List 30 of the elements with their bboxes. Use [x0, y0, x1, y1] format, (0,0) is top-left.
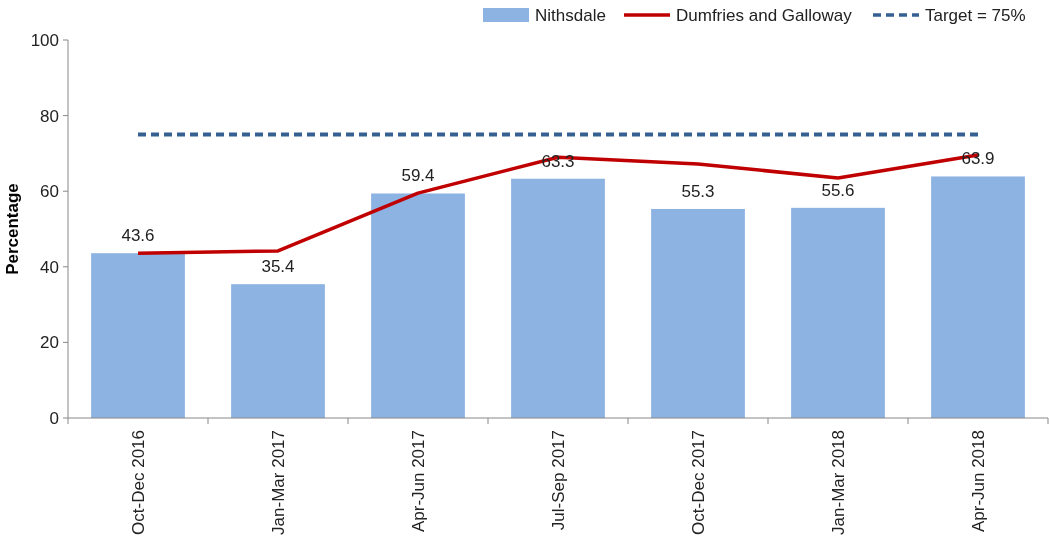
bar — [91, 253, 185, 418]
x-tick-label: Oct-Dec 2017 — [688, 430, 708, 535]
data-label: 35.4 — [261, 257, 295, 277]
bar — [931, 176, 1025, 418]
data-label: 43.6 — [121, 226, 155, 246]
y-tick-label: 0 — [49, 408, 59, 428]
x-tick-label: Apr-Jun 2018 — [968, 430, 988, 533]
data-label: 55.6 — [821, 180, 855, 200]
bar — [511, 178, 605, 418]
y-tick-label: 20 — [40, 333, 59, 353]
data-label: 63.9 — [961, 149, 995, 169]
bar — [651, 208, 745, 418]
y-tick-label: 60 — [40, 182, 59, 202]
y-tick-label: 100 — [30, 30, 59, 50]
legend-label: Nithsdale — [535, 5, 606, 25]
y-axis-title: Percentage — [3, 183, 22, 275]
x-tick-label: Jan-Mar 2017 — [268, 430, 288, 535]
data-label: 55.3 — [681, 181, 715, 201]
x-tick-label: Jul-Sep 2017 — [548, 430, 568, 531]
data-label: 59.4 — [401, 166, 435, 186]
x-tick-label: Oct-Dec 2016 — [128, 430, 148, 535]
x-tick-label: Jan-Mar 2018 — [828, 430, 848, 535]
y-tick-label: 40 — [40, 257, 59, 277]
bar — [231, 284, 325, 418]
x-tick-label: Apr-Jun 2017 — [408, 430, 428, 533]
y-tick-label: 80 — [40, 106, 59, 126]
bar — [791, 207, 885, 418]
legend-label: Dumfries and Galloway — [676, 5, 853, 25]
bar — [371, 193, 465, 418]
legend-label: Target = 75% — [925, 5, 1026, 25]
